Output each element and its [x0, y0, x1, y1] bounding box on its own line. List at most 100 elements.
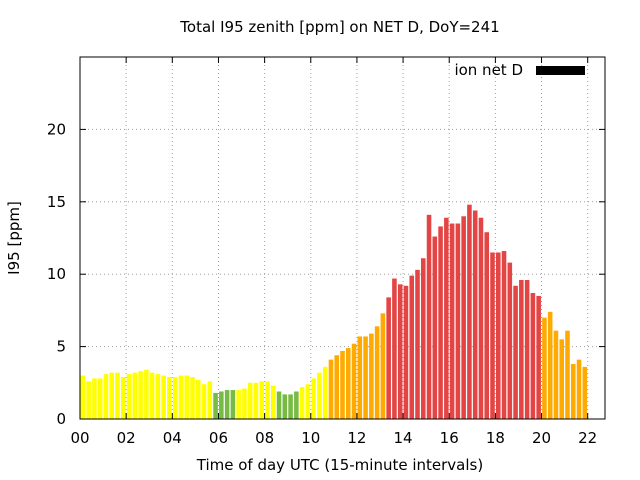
x-tick-label: 18	[486, 429, 505, 447]
y-tick-label: 5	[56, 338, 66, 356]
bar	[426, 214, 432, 419]
bar	[109, 372, 115, 419]
bar	[247, 382, 253, 419]
bar	[409, 275, 415, 419]
x-tick-label: 08	[255, 429, 274, 447]
bar	[167, 377, 172, 419]
x-tick-label: 06	[209, 429, 228, 447]
bar	[519, 279, 524, 419]
bar	[363, 336, 368, 419]
bar	[92, 378, 97, 419]
bar	[184, 375, 190, 419]
y-tick-labels: 0 5 10 15 20	[47, 120, 66, 428]
bar	[507, 262, 513, 419]
bar	[570, 363, 576, 419]
bar	[322, 366, 328, 419]
bar	[224, 390, 230, 419]
bar	[513, 285, 518, 419]
bar	[270, 385, 276, 419]
bar	[478, 217, 484, 419]
y-axis-label: I95 [ppm]	[5, 201, 23, 275]
bar	[161, 375, 166, 419]
bar	[103, 374, 109, 419]
bar	[449, 223, 455, 419]
bar	[282, 394, 288, 419]
bar	[230, 390, 236, 419]
bar	[172, 377, 178, 419]
bar	[576, 359, 582, 419]
x-tick-label: 12	[347, 429, 366, 447]
bar	[501, 251, 507, 419]
bar	[386, 297, 391, 419]
bar	[374, 326, 380, 419]
bar	[542, 317, 547, 419]
bar	[276, 391, 282, 419]
bar	[126, 374, 132, 419]
bar	[80, 375, 86, 419]
bar	[97, 378, 103, 419]
bar	[201, 384, 207, 419]
legend-label: ion net D	[454, 61, 523, 79]
bar	[420, 258, 426, 419]
chart-title: Total I95 zenith [ppm] on NET D, DoY=241	[179, 18, 499, 36]
bar	[86, 381, 91, 419]
x-tick-label: 14	[394, 429, 413, 447]
bar	[207, 381, 213, 419]
bar	[432, 236, 438, 419]
x-tick-label: 04	[163, 429, 182, 447]
bar	[340, 350, 345, 419]
x-axis-label: Time of day UTC (15-minute intervals)	[196, 456, 483, 474]
bar	[195, 379, 201, 419]
bar	[392, 278, 397, 419]
bar	[565, 330, 570, 419]
x-tick-label: 16	[440, 429, 459, 447]
bar	[495, 252, 501, 419]
y-tick-label: 0	[56, 410, 66, 428]
bar	[259, 381, 265, 419]
bar	[490, 252, 495, 419]
bar	[132, 372, 138, 419]
bar	[305, 384, 311, 419]
bar	[328, 359, 334, 419]
bar	[380, 313, 386, 419]
bar	[444, 217, 449, 419]
legend-swatch	[536, 66, 585, 75]
bar	[472, 210, 478, 419]
bar	[582, 366, 588, 419]
bar	[397, 284, 403, 419]
bar	[415, 269, 420, 419]
bar	[455, 223, 461, 419]
bar	[265, 381, 270, 419]
bar	[357, 336, 363, 419]
legend: ion net D	[454, 61, 585, 79]
bar	[115, 372, 120, 419]
y-tick-label: 20	[47, 120, 66, 138]
bar	[553, 330, 559, 419]
bar	[547, 311, 553, 419]
bar	[236, 390, 241, 419]
plot-frame	[79, 56, 606, 420]
bar	[294, 391, 299, 419]
bar	[190, 377, 195, 419]
bar	[311, 378, 316, 419]
bar	[155, 374, 161, 419]
bar	[559, 339, 565, 419]
bar	[530, 293, 536, 419]
bar	[138, 371, 143, 419]
bar	[144, 369, 149, 419]
tick-marks	[79, 57, 605, 420]
bar	[149, 372, 155, 419]
x-tick-labels: 00 02 04 06 08 10 12 14 16 18 20 22	[70, 429, 597, 447]
bar	[351, 343, 357, 419]
x-tick-label: 20	[532, 429, 551, 447]
y-tick-label: 10	[47, 265, 66, 283]
bar	[242, 388, 247, 419]
bar	[120, 377, 126, 419]
y-tick-label: 15	[47, 193, 66, 211]
bar	[213, 392, 218, 419]
bar	[536, 295, 541, 419]
x-tick-label: 22	[578, 429, 597, 447]
bar	[524, 279, 530, 419]
x-tick-label: 00	[70, 429, 89, 447]
